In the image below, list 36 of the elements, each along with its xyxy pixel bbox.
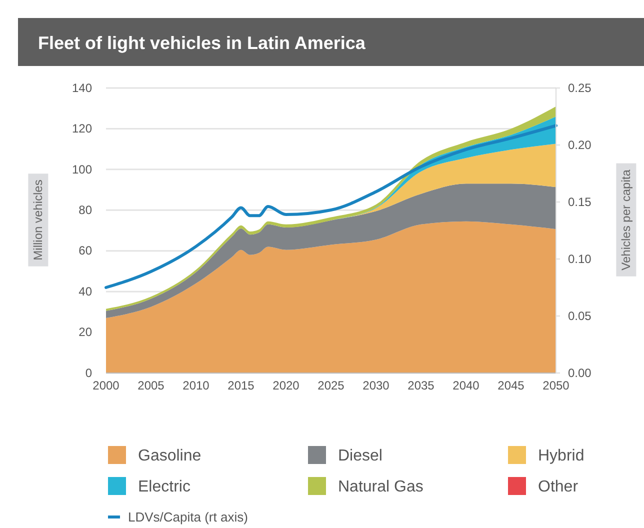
x-tick-label: 2025 [318,378,345,393]
line-series [104,124,558,289]
x-tick-label: 2035 [408,378,435,393]
y2-axis-title: Vehicles per capita [619,169,634,270]
y-axis-title: Million vehicles [31,180,46,260]
legend-label: Electric [138,478,190,496]
y2-tick-label: 0.15 [568,194,592,209]
y2-tick-label: 0.25 [568,80,592,95]
y2-tick-label: 0.05 [568,308,592,323]
legend-label: Gasoline [138,448,202,465]
y-tick-label: 80 [78,202,92,217]
legend-label: Other [538,478,579,496]
legend-label: Hybrid [538,448,584,465]
y-tick-label: 60 [78,244,92,258]
y-tick-label: 120 [72,122,92,136]
x-tick-label: 2040 [452,378,480,393]
x-tick-label: 2020 [272,378,300,393]
x-tick-label: 2045 [498,378,525,393]
y-tick-label: 40 [78,284,92,298]
legend-label: Natural Gas [338,478,424,496]
x-tick-label: 2010 [182,378,210,393]
y2-tick-label: 0.20 [568,138,592,152]
x-tick-label: 2000 [92,378,120,393]
chart-title: Fleet of light vehicles in Latin America [38,33,366,53]
x-tick-label: 2015 [228,378,255,393]
y2-tick-label: 0.10 [568,252,592,266]
legend-label: LDVs/Capita (rt axis) [128,510,248,525]
y-tick-label: 0 [85,366,92,380]
x-tick-label: 2030 [362,378,390,393]
x-tick-label: 2050 [542,378,570,393]
y-tick-label: 140 [72,80,92,95]
x-tick-label: 2005 [138,378,165,393]
y-tick-label: 20 [78,325,92,340]
y2-tick-label: 0.00 [568,366,592,380]
y-tick-label: 100 [72,162,92,176]
legend-label: Diesel [338,448,382,465]
